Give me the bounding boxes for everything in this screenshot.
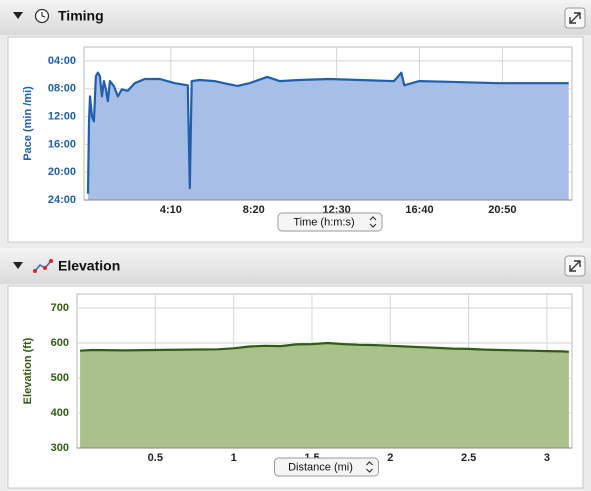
x-tick-label: 2.5 [461,452,476,464]
x-tick-label: 4:10 [160,204,182,216]
area-fill [88,72,569,200]
panel-title: Elevation [58,258,120,274]
x-tick-label: 8:20 [243,204,265,216]
x-axis-label: Distance (mi) [288,461,353,473]
data-line [80,341,569,353]
y-tick-label: 20:00 [48,166,76,178]
elevation-icon-dot [49,259,53,263]
expand-icon [569,12,581,24]
y-tick-label: 12:00 [48,110,76,122]
y-axis-label: Pace (min /mi) [22,86,34,161]
y-tick-label: 04:00 [48,55,76,67]
elevation-icon [34,260,52,272]
x-axis-label: Time (h:m:s) [293,216,354,228]
panel-header [0,248,591,284]
y-tick-label: 300 [51,442,69,454]
y-tick-label: 700 [51,302,69,314]
y-tick-label: 500 [51,372,69,384]
x-tick-label: 20:50 [488,204,516,216]
x-axis-dropdown[interactable] [277,212,383,232]
area-fill [80,343,569,448]
x-tick-label: 0.5 [148,452,163,464]
collapse-arrow[interactable] [13,262,23,269]
y-tick-label: 400 [51,407,69,419]
clock-hands [41,12,46,18]
y-tick-label: 24:00 [48,194,76,206]
data-line [86,71,569,194]
y-tick-label: 16:00 [48,138,76,150]
elevation-icon-dot [43,266,47,270]
collapse-arrow[interactable] [13,12,23,19]
y-axis-label: Elevation (ft) [22,337,34,404]
elevation-icon-dot [33,269,37,273]
y-tick-label: 600 [51,337,69,349]
dropdown-arrows [366,461,373,473]
x-tick-label: 1 [231,452,237,464]
expand-icon [569,260,581,272]
dropdown-arrows [369,216,377,228]
x-tick-label: 16:40 [405,204,433,216]
x-axis-dropdown[interactable] [274,457,379,477]
y-tick-label: 08:00 [48,83,76,95]
panel-header [0,0,591,35]
panel-title: Timing [58,8,104,24]
x-tick-label: 2 [387,452,393,464]
x-tick-label: 3 [544,452,550,464]
